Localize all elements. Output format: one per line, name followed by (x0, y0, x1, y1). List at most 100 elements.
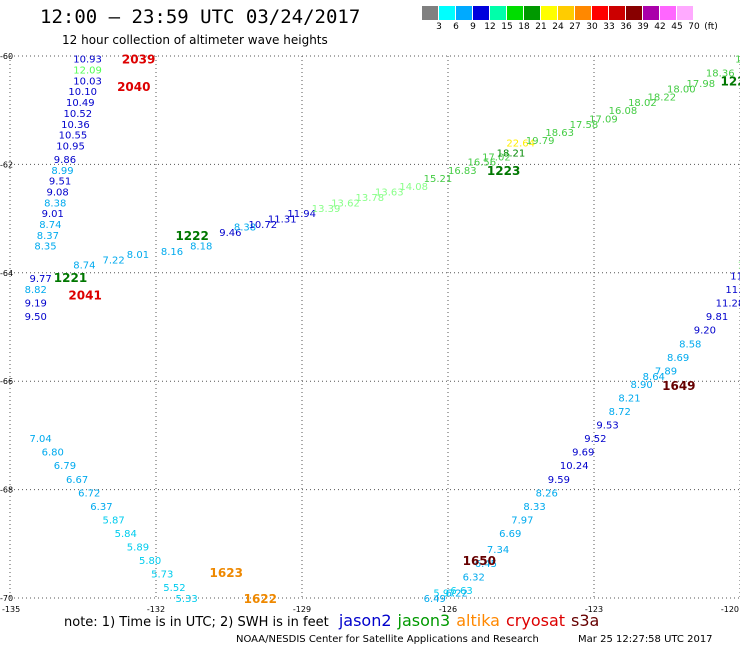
color-swatch (439, 6, 456, 20)
color-scale-label: 42 (654, 22, 666, 32)
swh-value: 13 (738, 261, 740, 272)
pass-time-label: 1622 (244, 592, 277, 606)
swh-value: 5.97 (433, 589, 455, 600)
swh-value: 8.74 (73, 261, 95, 272)
swh-value: 10.93 (73, 55, 102, 66)
swh-value: 9.51 (49, 177, 71, 188)
footer-credit: NOAA/NESDIS Center for Satellite Applica… (236, 634, 539, 645)
color-scale-label: 6 (453, 22, 459, 32)
color-scale-label: 45 (671, 22, 683, 32)
swh-value: 13.62 (331, 198, 360, 209)
swh-value: 14.08 (399, 182, 428, 193)
color-scale-label: 39 (637, 22, 649, 32)
swh-value: 11.28 (716, 299, 740, 310)
color-scale-label: 30 (586, 22, 598, 32)
swh-value: 9.59 (548, 475, 570, 486)
pass-time-label: 2039 (122, 53, 155, 67)
color-scale-label: 3 (436, 22, 442, 32)
swh-value: 8.35 (34, 242, 56, 253)
lat-tick-label: -60 (0, 52, 13, 61)
legend-note: note: 1) Time is in UTC; 2) SWH is in fe… (64, 615, 329, 630)
lat-tick-label: -68 (0, 486, 13, 495)
lon-tick-label: -126 (439, 605, 457, 614)
color-scale-label: 33 (603, 22, 615, 32)
legend-cryosat: cryosat (505, 611, 566, 630)
color-swatch (592, 6, 609, 20)
pass-time-label: 1649 (662, 379, 695, 393)
swh-value: 8.82 (25, 285, 47, 296)
swh-value: 6.72 (78, 488, 100, 499)
legend-jason2: jason2 (338, 611, 392, 630)
footer-timestamp: Mar 25 12:27:58 UTC 2017 (578, 634, 713, 645)
color-swatch (456, 6, 473, 20)
color-swatch (507, 6, 524, 20)
swh-value: 6.67 (66, 475, 88, 486)
swh-value: 8.38 (234, 223, 256, 234)
map-subtitle: 12 hour collection of altimeter wave hei… (62, 33, 328, 47)
swh-value: 10.49 (66, 98, 95, 109)
swh-value: 18.22 (648, 93, 677, 104)
color-swatch (660, 6, 677, 20)
swh-value: 16.83 (448, 166, 477, 177)
swh-value: 10.52 (64, 109, 93, 120)
swh-value: 18.00 (667, 85, 696, 96)
swh-value: 5.73 (151, 570, 173, 581)
swh-value: 6.49 (424, 594, 446, 605)
swh-value: 6.22 (446, 589, 468, 600)
swh-value: 5.89 (127, 543, 149, 554)
swh-value: 8.74 (39, 220, 61, 231)
color-scale-label: 27 (569, 22, 581, 32)
color-swatch (422, 6, 439, 20)
pass-time-label: 2040 (117, 80, 150, 94)
swh-value: 9.52 (584, 434, 606, 445)
swh-value: 6.37 (90, 502, 112, 513)
swh-value: 8.21 (618, 393, 640, 404)
swh-value: 8.33 (523, 502, 545, 513)
swh-value: 17.09 (589, 114, 618, 125)
color-swatch (541, 6, 558, 20)
color-scale-label: 9 (470, 22, 476, 32)
lon-tick-label: -120 (721, 605, 739, 614)
swh-value: 13.63 (375, 188, 404, 199)
swh-value: 9.69 (572, 448, 594, 459)
swh-value: 7.04 (29, 434, 51, 445)
pass-time-label: 1223 (487, 164, 520, 178)
swh-value: 8.72 (609, 407, 631, 418)
swh-value: 7.22 (102, 255, 124, 266)
pass-time-label: 1623 (210, 566, 243, 580)
swh-value: 5.84 (115, 529, 137, 540)
color-swatch (473, 6, 490, 20)
swh-value: 10.10 (68, 87, 97, 98)
color-swatch (558, 6, 575, 20)
swh-value: 9.53 (596, 421, 618, 432)
swh-value: 18.02 (628, 98, 657, 109)
color-swatch (626, 6, 643, 20)
swh-value: 8.37 (37, 231, 59, 242)
swh-value: 7.97 (511, 515, 533, 526)
swh-value: 8.01 (127, 250, 149, 261)
swh-value: 9.08 (47, 188, 69, 199)
color-swatch (609, 6, 626, 20)
swh-value: 7.34 (487, 545, 509, 556)
swh-value: 16.08 (609, 106, 638, 117)
pass-time-label: 1221 (54, 271, 87, 285)
map-title: 12:00 – 23:59 UTC 03/24/2017 (40, 6, 361, 28)
swh-value: 5.80 (139, 556, 161, 567)
color-scale-label: 18 (518, 22, 530, 32)
swh-value: 9.46 (219, 228, 241, 239)
swh-value: 8.16 (161, 247, 183, 258)
color-swatch (643, 6, 660, 20)
swh-value: 8.99 (51, 166, 73, 177)
lon-tick-label: -123 (585, 605, 603, 614)
swh-value: 5.52 (163, 583, 185, 594)
swh-value: 9.01 (42, 209, 64, 220)
swh-value: 9.20 (694, 326, 716, 337)
pass-time-label: 1222 (175, 229, 208, 243)
swh-value: 10.24 (560, 461, 589, 472)
legend-s3a: s3a (571, 611, 600, 630)
lat-tick-label: -62 (0, 160, 13, 169)
color-scale-unit: (ft) (704, 22, 718, 32)
swh-value: 17.02 (482, 152, 511, 163)
swh-value: 10.55 (59, 131, 88, 142)
swh-value: 15.21 (424, 174, 453, 185)
